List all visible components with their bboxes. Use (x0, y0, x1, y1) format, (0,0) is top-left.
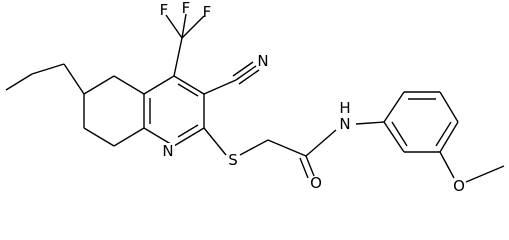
atom-label: F (203, 3, 212, 21)
atom-label: N (257, 52, 268, 70)
atom-label: N (339, 115, 350, 133)
bonds (5, 13, 505, 183)
atom-label: N (162, 142, 173, 160)
atom-label: H (339, 99, 350, 117)
molecule: F F F N N S N H O O (5, 0, 505, 195)
atom-label: S (228, 151, 238, 169)
atom-label: O (453, 177, 465, 195)
atom-labels: F F F N N S N H O O (160, 0, 465, 195)
atom-label: O (310, 174, 322, 192)
atom-label: F (182, 0, 191, 17)
atom-label: F (160, 1, 169, 19)
